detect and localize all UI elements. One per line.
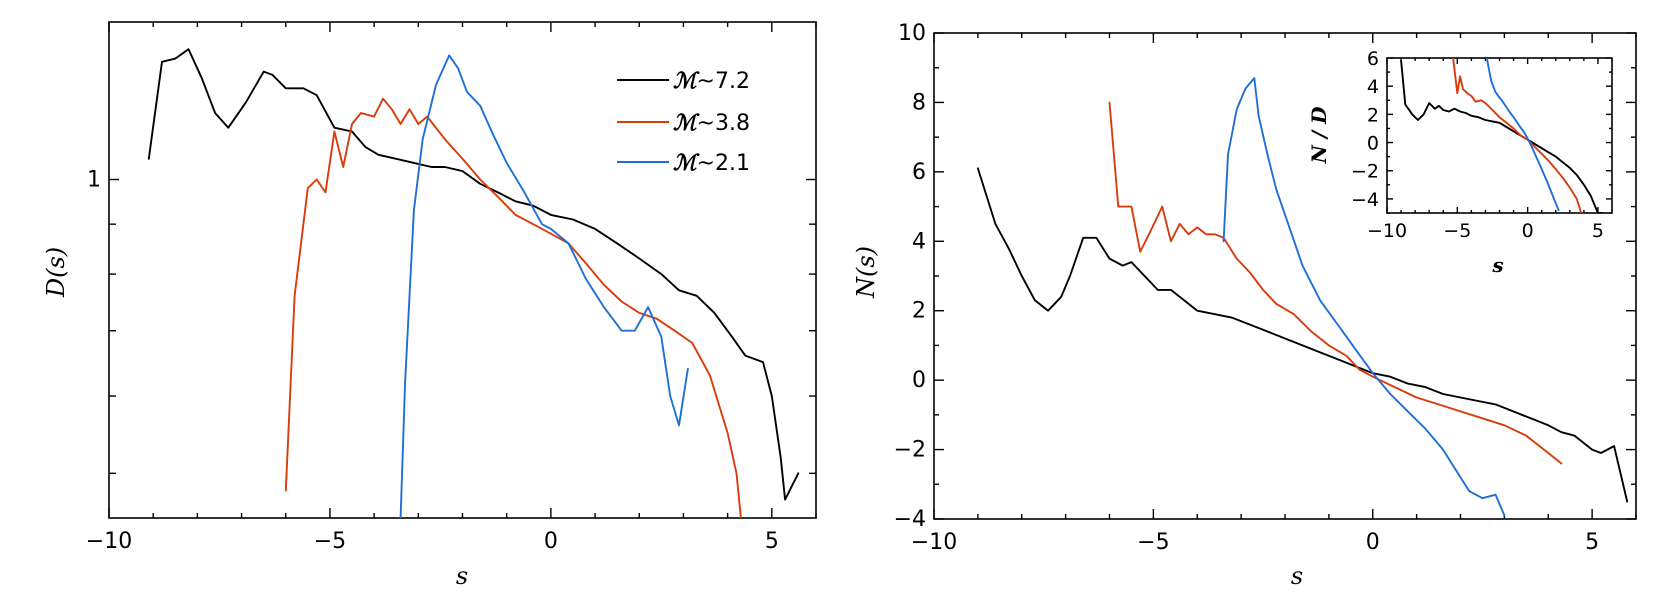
x-axis-title-right: s [1291,562,1303,590]
legend-label-m72: ℳ~7.2 [673,68,750,94]
x-axis-right: −10 −5 0 5 [911,33,1637,555]
x-tick-label: 5 [1585,530,1599,555]
y-tick-label: 4 [912,229,926,254]
y-tick-label: −4 [894,507,926,532]
y-tick-label: 4 [1367,76,1379,98]
y-axis-title-left: D(s) [42,247,70,298]
y-axis-inset: −4 −2 0 2 4 6 [1351,48,1612,214]
x-tick-label: 5 [1592,220,1604,242]
y-axis-title-inset: N / D [1307,106,1331,165]
y-tick-label: 1 [87,168,101,193]
x-tick-label: 5 [765,529,779,554]
y-tick-label: 0 [912,368,926,393]
legend-label-m38: ℳ~3.8 [673,110,750,136]
x-tick-label: −10 [911,530,957,555]
y-tick-label: −2 [894,438,926,463]
x-tick-label: 0 [1522,220,1534,242]
y-tick-label: −4 [1351,189,1379,211]
x-tick-label: −5 [314,529,346,554]
series-line-m21 [1485,58,1560,212]
series-layer-left [147,48,800,518]
y-tick-label: 6 [912,160,926,185]
x-axis-left: −10 −5 0 5 [86,22,817,554]
inset-background [1387,58,1612,213]
series-line-m38 [1108,101,1563,465]
x-axis-title-inset: s [1491,253,1503,277]
y-axis-title-right: N(s) [852,246,880,299]
legend-label-m21: ℳ~2.1 [673,150,750,176]
series-line-m38 [1452,58,1583,213]
y-tick-label: 6 [1367,48,1379,70]
x-tick-label: −5 [1137,530,1169,555]
x-tick-label: 0 [1366,530,1380,555]
y-axis-left: 1 [87,168,816,475]
series-line-m38 [284,97,742,518]
y-tick-label: −2 [1351,161,1379,183]
panel-d-of-s: −10 −5 0 5 1 s D(s) ℳ~7.2 ℳ~3.8 ℳ~2.1 [42,21,817,590]
panel-n-of-s: −10 −5 0 5 −4 −2 0 2 4 6 8 10 s N(s) [852,21,1637,590]
inset-n-over-d: −10 −5 0 5 −4 −2 0 2 4 6 s N / D [1307,48,1613,277]
plot-frame-left [108,21,817,519]
y-tick-label: 8 [912,90,926,115]
x-tick-label: −5 [1443,220,1471,242]
series-line-m21 [399,54,689,518]
series-line-m72 [976,167,1629,503]
x-axis-title-left: s [456,562,468,590]
x-tick-label: 0 [544,529,558,554]
y-tick-label: 2 [912,299,926,324]
series-layer-right [976,77,1629,517]
y-tick-label: 2 [1367,104,1379,126]
series-layer-inset [1400,58,1604,213]
y-axis-right: −4 −2 0 2 4 6 8 10 [894,21,1636,532]
legend: ℳ~7.2 ℳ~3.8 ℳ~2.1 [617,68,750,176]
y-tick-label: 0 [1367,133,1379,155]
series-line-m72 [147,48,800,501]
x-tick-label: −10 [1367,220,1407,242]
x-axis-inset: −10 −5 0 5 [1367,58,1613,242]
x-tick-label: −10 [86,529,132,554]
y-tick-label: 10 [898,21,926,46]
series-line-m72 [1400,59,1604,213]
series-line-m21 [1222,77,1506,517]
